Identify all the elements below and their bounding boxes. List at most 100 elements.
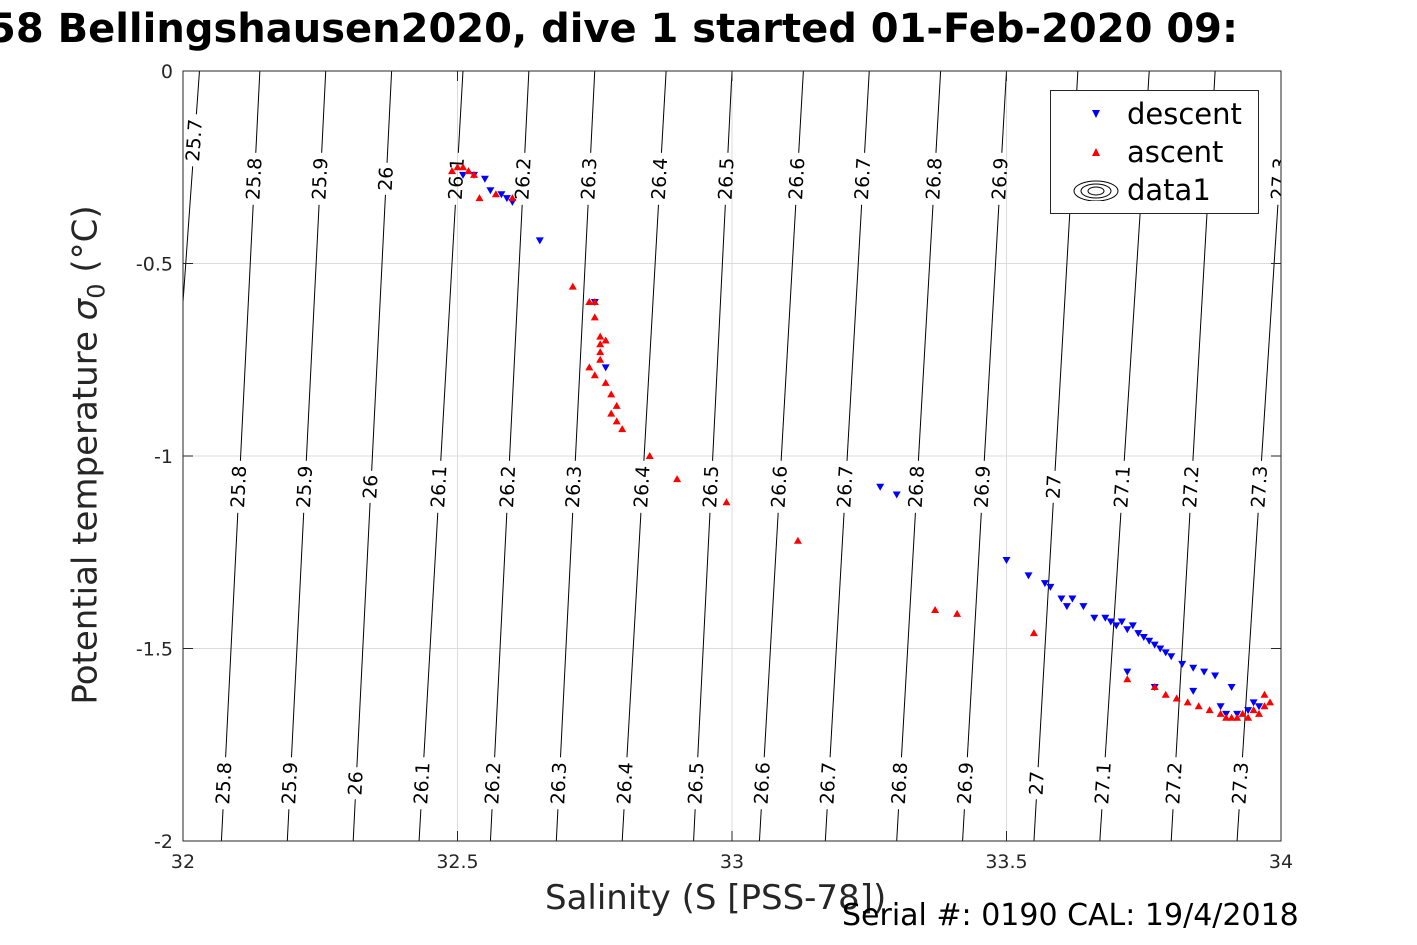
- contour-label: 26.2: [481, 762, 505, 805]
- ascent-point: [1227, 713, 1236, 721]
- x-tick-label: 34: [1269, 851, 1293, 873]
- ascent-point: [1205, 706, 1214, 714]
- descent-point: [1062, 603, 1071, 611]
- descent-point: [1249, 699, 1258, 707]
- contour-label: 27.1: [1091, 761, 1116, 805]
- contour-label: 26.2: [496, 465, 520, 508]
- ascent-point: [1161, 690, 1170, 698]
- descent-point: [535, 237, 544, 245]
- contour-label: 26.1: [427, 465, 451, 508]
- isopycnal-line: [1099, 809, 1103, 841]
- ascent-point: [1222, 713, 1231, 721]
- y-axis-label-symbol: σ: [65, 298, 106, 321]
- y-tick-label: 0: [161, 61, 173, 83]
- contour-label: 27: [1043, 474, 1066, 499]
- isopycnal-line: [1033, 799, 1037, 841]
- isopycnal-line: [1236, 809, 1240, 841]
- legend-label-ascent: ascent: [1127, 135, 1224, 169]
- isopycnal-line: [962, 809, 965, 841]
- ascent-point: [931, 606, 940, 613]
- legend: descent ascent data1: [1050, 90, 1259, 214]
- contour-label: 26.2: [511, 157, 535, 200]
- ascent-point: [585, 363, 594, 371]
- isopycnal-line: [440, 204, 456, 461]
- descent-series: [459, 171, 1263, 718]
- isopycnal-line: [1001, 71, 1008, 153]
- descent-point: [601, 364, 610, 372]
- ascent-point: [1260, 702, 1269, 710]
- serial-cal-text: Serial #: 0190 CAL: 19/4/2018: [842, 898, 1299, 933]
- ascent-point: [607, 409, 616, 417]
- contour-icon: [1073, 180, 1119, 201]
- contour-label: 26.8: [888, 762, 912, 805]
- isopycnal-line: [255, 71, 261, 153]
- x-tick-label: 32: [171, 851, 195, 873]
- descent-point: [1134, 630, 1143, 638]
- y-axis-label: Potential temperature σ0 (°C): [66, 205, 111, 704]
- ascent-point: [590, 298, 599, 305]
- ascent-point: [601, 378, 610, 386]
- descent-point: [1156, 645, 1165, 653]
- isopycnal-line: [660, 71, 667, 153]
- ascent-point: [1123, 675, 1132, 683]
- ascent-point: [585, 298, 594, 305]
- descent-point: [486, 187, 495, 195]
- legend-entry-ascent: ascent: [1051, 133, 1258, 171]
- ascent-point: [722, 498, 731, 506]
- isopycnal-line: [824, 809, 828, 841]
- descent-point: [1002, 557, 1011, 564]
- ascent-point: [470, 170, 478, 178]
- ascent-point: [1216, 709, 1225, 717]
- ascent-point: [453, 163, 462, 171]
- contour-label: 25.8: [242, 157, 266, 200]
- y-tick-label: -2: [154, 831, 173, 853]
- descent-point: [1244, 707, 1253, 715]
- isopycnal-line: [1175, 512, 1191, 758]
- contour-label: 26.4: [613, 762, 637, 805]
- ascent-series: [448, 163, 1274, 721]
- y-axis-label-subscript: 0: [82, 283, 111, 299]
- ascent-point: [590, 371, 599, 379]
- isopycnal-line: [220, 809, 224, 841]
- legend-label-data1: data1: [1127, 173, 1211, 207]
- ascent-point: [596, 332, 605, 340]
- y-tick-label: -1.5: [136, 639, 173, 661]
- descent-point: [1090, 614, 1099, 622]
- descent-point: [1139, 634, 1148, 641]
- isopycnal-line: [290, 512, 305, 758]
- ascent-point: [793, 536, 802, 544]
- isopycnal-line: [356, 502, 371, 768]
- contour-label: 26.5: [715, 157, 739, 200]
- contour-label: 27: [1025, 771, 1048, 796]
- isopycnal-line: [1280, 148, 1281, 153]
- isopycnal-line: [1104, 512, 1122, 758]
- contour-label: 26.3: [547, 762, 571, 805]
- descent-point: [497, 191, 506, 199]
- legend-entry-descent: descent: [1051, 95, 1258, 133]
- isopycnal-line: [418, 809, 422, 841]
- isopycnal-line: [225, 512, 239, 758]
- isopycnal-line: [712, 204, 726, 461]
- ascent-point: [953, 609, 962, 617]
- isopycnal-line: [697, 512, 711, 758]
- descent-point: [1112, 622, 1121, 630]
- contour-label: 26.5: [684, 762, 708, 805]
- ascent-point: [596, 355, 605, 363]
- isopycnal-line: [798, 71, 804, 153]
- x-tick-label: 32.5: [436, 851, 478, 873]
- ascent-point: [1238, 709, 1247, 717]
- contour-label: 26: [375, 166, 398, 191]
- contour-label: 27.3: [1267, 157, 1292, 201]
- ascent-point: [1150, 683, 1159, 690]
- ascent-point: [1244, 713, 1253, 721]
- ascent-point: [1194, 702, 1203, 710]
- descent-point: [892, 491, 901, 499]
- ascent-point: [612, 401, 621, 409]
- contour-label: 25.8: [227, 465, 251, 508]
- isopycnal-line: [829, 512, 845, 758]
- contour-label: 25.9: [293, 465, 317, 508]
- contour-label: 26.9: [954, 762, 978, 805]
- isopycnal-line: [900, 512, 916, 758]
- isopycnal-line: [1170, 809, 1174, 841]
- contour-label: 27.2: [1162, 762, 1186, 805]
